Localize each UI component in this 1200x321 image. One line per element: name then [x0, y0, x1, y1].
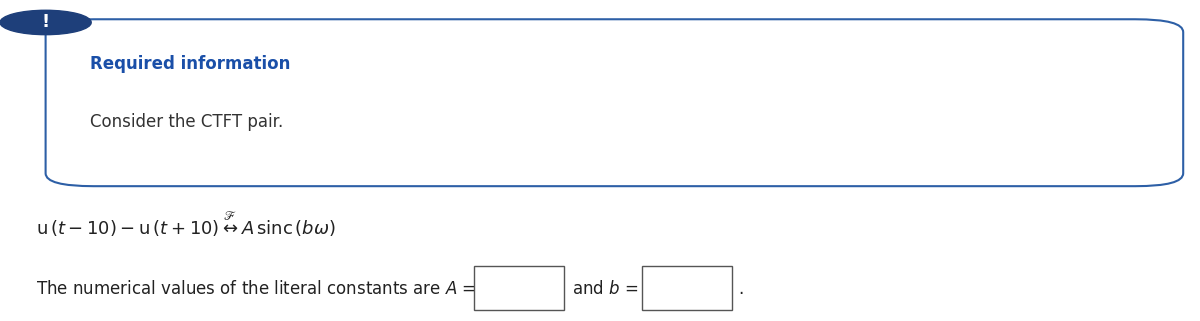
Text: The numerical values of the literal constants are $A$ =: The numerical values of the literal cons…	[36, 280, 476, 298]
Text: Required information: Required information	[90, 55, 290, 73]
Bar	[474, 266, 564, 310]
Circle shape	[0, 10, 91, 35]
Text: .: .	[738, 280, 743, 298]
Text: Consider the CTFT pair.: Consider the CTFT pair.	[90, 113, 283, 131]
Text: $\mathrm{u}\,\mathit{(t}-10)-\mathrm{u}\,\mathit{(t}+10)\overset{\mathscr{F}}{\l: $\mathrm{u}\,\mathit{(t}-10)-\mathrm{u}\…	[36, 211, 336, 239]
Text: !: !	[42, 13, 49, 31]
Text: and $b$ =: and $b$ =	[572, 280, 638, 298]
Bar	[642, 266, 732, 310]
FancyBboxPatch shape	[46, 19, 1183, 186]
